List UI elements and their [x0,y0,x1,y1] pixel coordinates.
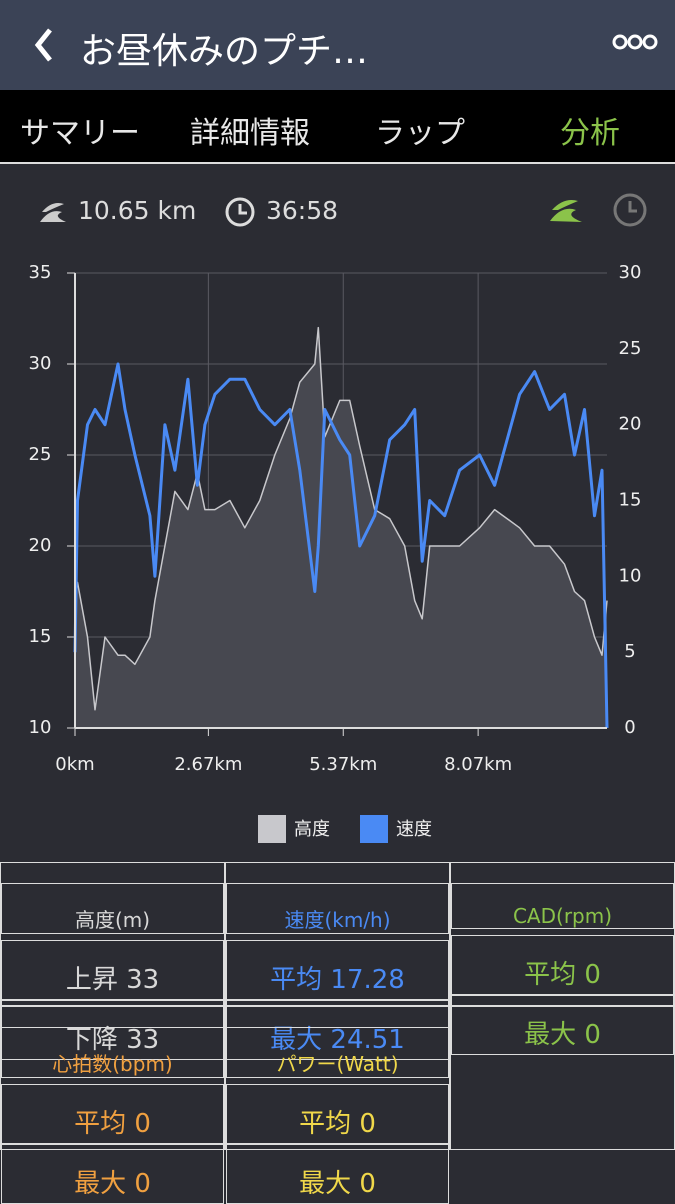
stats-cell: CAD(rpm) 平均 0 最大 0 [450,862,675,1055]
time-icon [225,197,255,227]
y2-tick-label: 10 [619,565,642,586]
stats-cell: 心拍数(bpm) 平均 0 最大 0 [0,1006,225,1204]
stats-line: 平均 17.28 [226,940,449,1000]
distance-icon [40,203,66,222]
stats-line: 平均 0 [1,1084,224,1144]
y-tick-label: 30 [29,353,52,374]
line [73,362,609,729]
y-tick-label: 25 [29,444,52,465]
stats-cell: パワー(Watt) 平均 0 最大 0 [225,1006,450,1204]
stats-line: 平均 0 [226,1084,449,1144]
time-axis-toggle[interactable] [610,190,650,230]
stats-table: 高度(m) 上昇 33 下降 33 速度(km/h) 平均 17.28 最大 24.51 C… [0,862,675,1204]
stats-line: 最大 0 [226,1144,449,1204]
tab[interactable]: 分析 [560,116,620,151]
y2-tick-label: 20 [619,414,642,435]
legend-label: 高度 [294,819,330,840]
stats-cell: 速度(km/h) 平均 17.28 最大 24.51 [225,862,450,1060]
stats-cell: 高度(m) 上昇 33 下降 33 [0,862,225,1060]
y2-tick-label: 5 [624,641,635,662]
header: お昼休みのプチ… [0,0,675,90]
menu-button[interactable] [610,32,660,52]
tab[interactable]: ラップ [375,116,465,151]
y-tick-label: 10 [29,717,52,738]
stats-cell-empty [450,1006,675,1150]
line [74,326,608,711]
tab-bar: サマリー 詳細情報 ラップ 分析 [0,90,675,164]
back-button[interactable] [28,18,68,78]
y2-tick-label: 0 [624,717,635,738]
distance-axis-toggle[interactable] [546,195,586,227]
title: お昼休みのプチ… [80,31,369,72]
x-tick-label: 8.07km [444,754,512,775]
stats-line: 平均 0 [451,935,674,995]
y2-tick-label: 15 [619,490,642,511]
stats-line: 最大 0 [451,995,674,1055]
legend-label: 速度 [396,819,432,840]
tab[interactable]: サマリー [20,116,140,151]
x-tick-label: 2.67km [174,754,242,775]
x-tick-label: 5.37km [309,754,377,775]
area [75,327,607,728]
stats-line: 最大 24.51 [226,1000,449,1060]
y2-tick-label: 25 [619,338,642,359]
time: 36:58 [266,196,339,225]
chart: 10 15 20 25 30 35 0 5 10 15 20 25 30 0km 2.67km 5.37km 8… [29,262,642,843]
x-tick-label: 0km [55,754,94,775]
y2-tick-label: 30 [619,262,642,283]
distance: 10.65 km [78,196,197,225]
y-tick-label: 15 [29,626,52,647]
stats-title: 速度(km/h) [226,883,449,934]
stats-title: 高度(m) [1,883,224,934]
legend-swatch [360,815,388,843]
y-tick-label: 35 [29,262,52,283]
tab[interactable]: 詳細情報 [190,116,310,151]
stats-title: CAD(rpm) [451,883,674,929]
stats-line: 最大 0 [1,1144,224,1204]
stats-title: 心拍数(bpm) [1,1027,224,1078]
stats-title: パワー(Watt) [226,1027,449,1078]
y-tick-label: 20 [29,535,52,556]
legend-swatch [258,815,286,843]
stats-line: 上昇 33 [1,940,224,1000]
